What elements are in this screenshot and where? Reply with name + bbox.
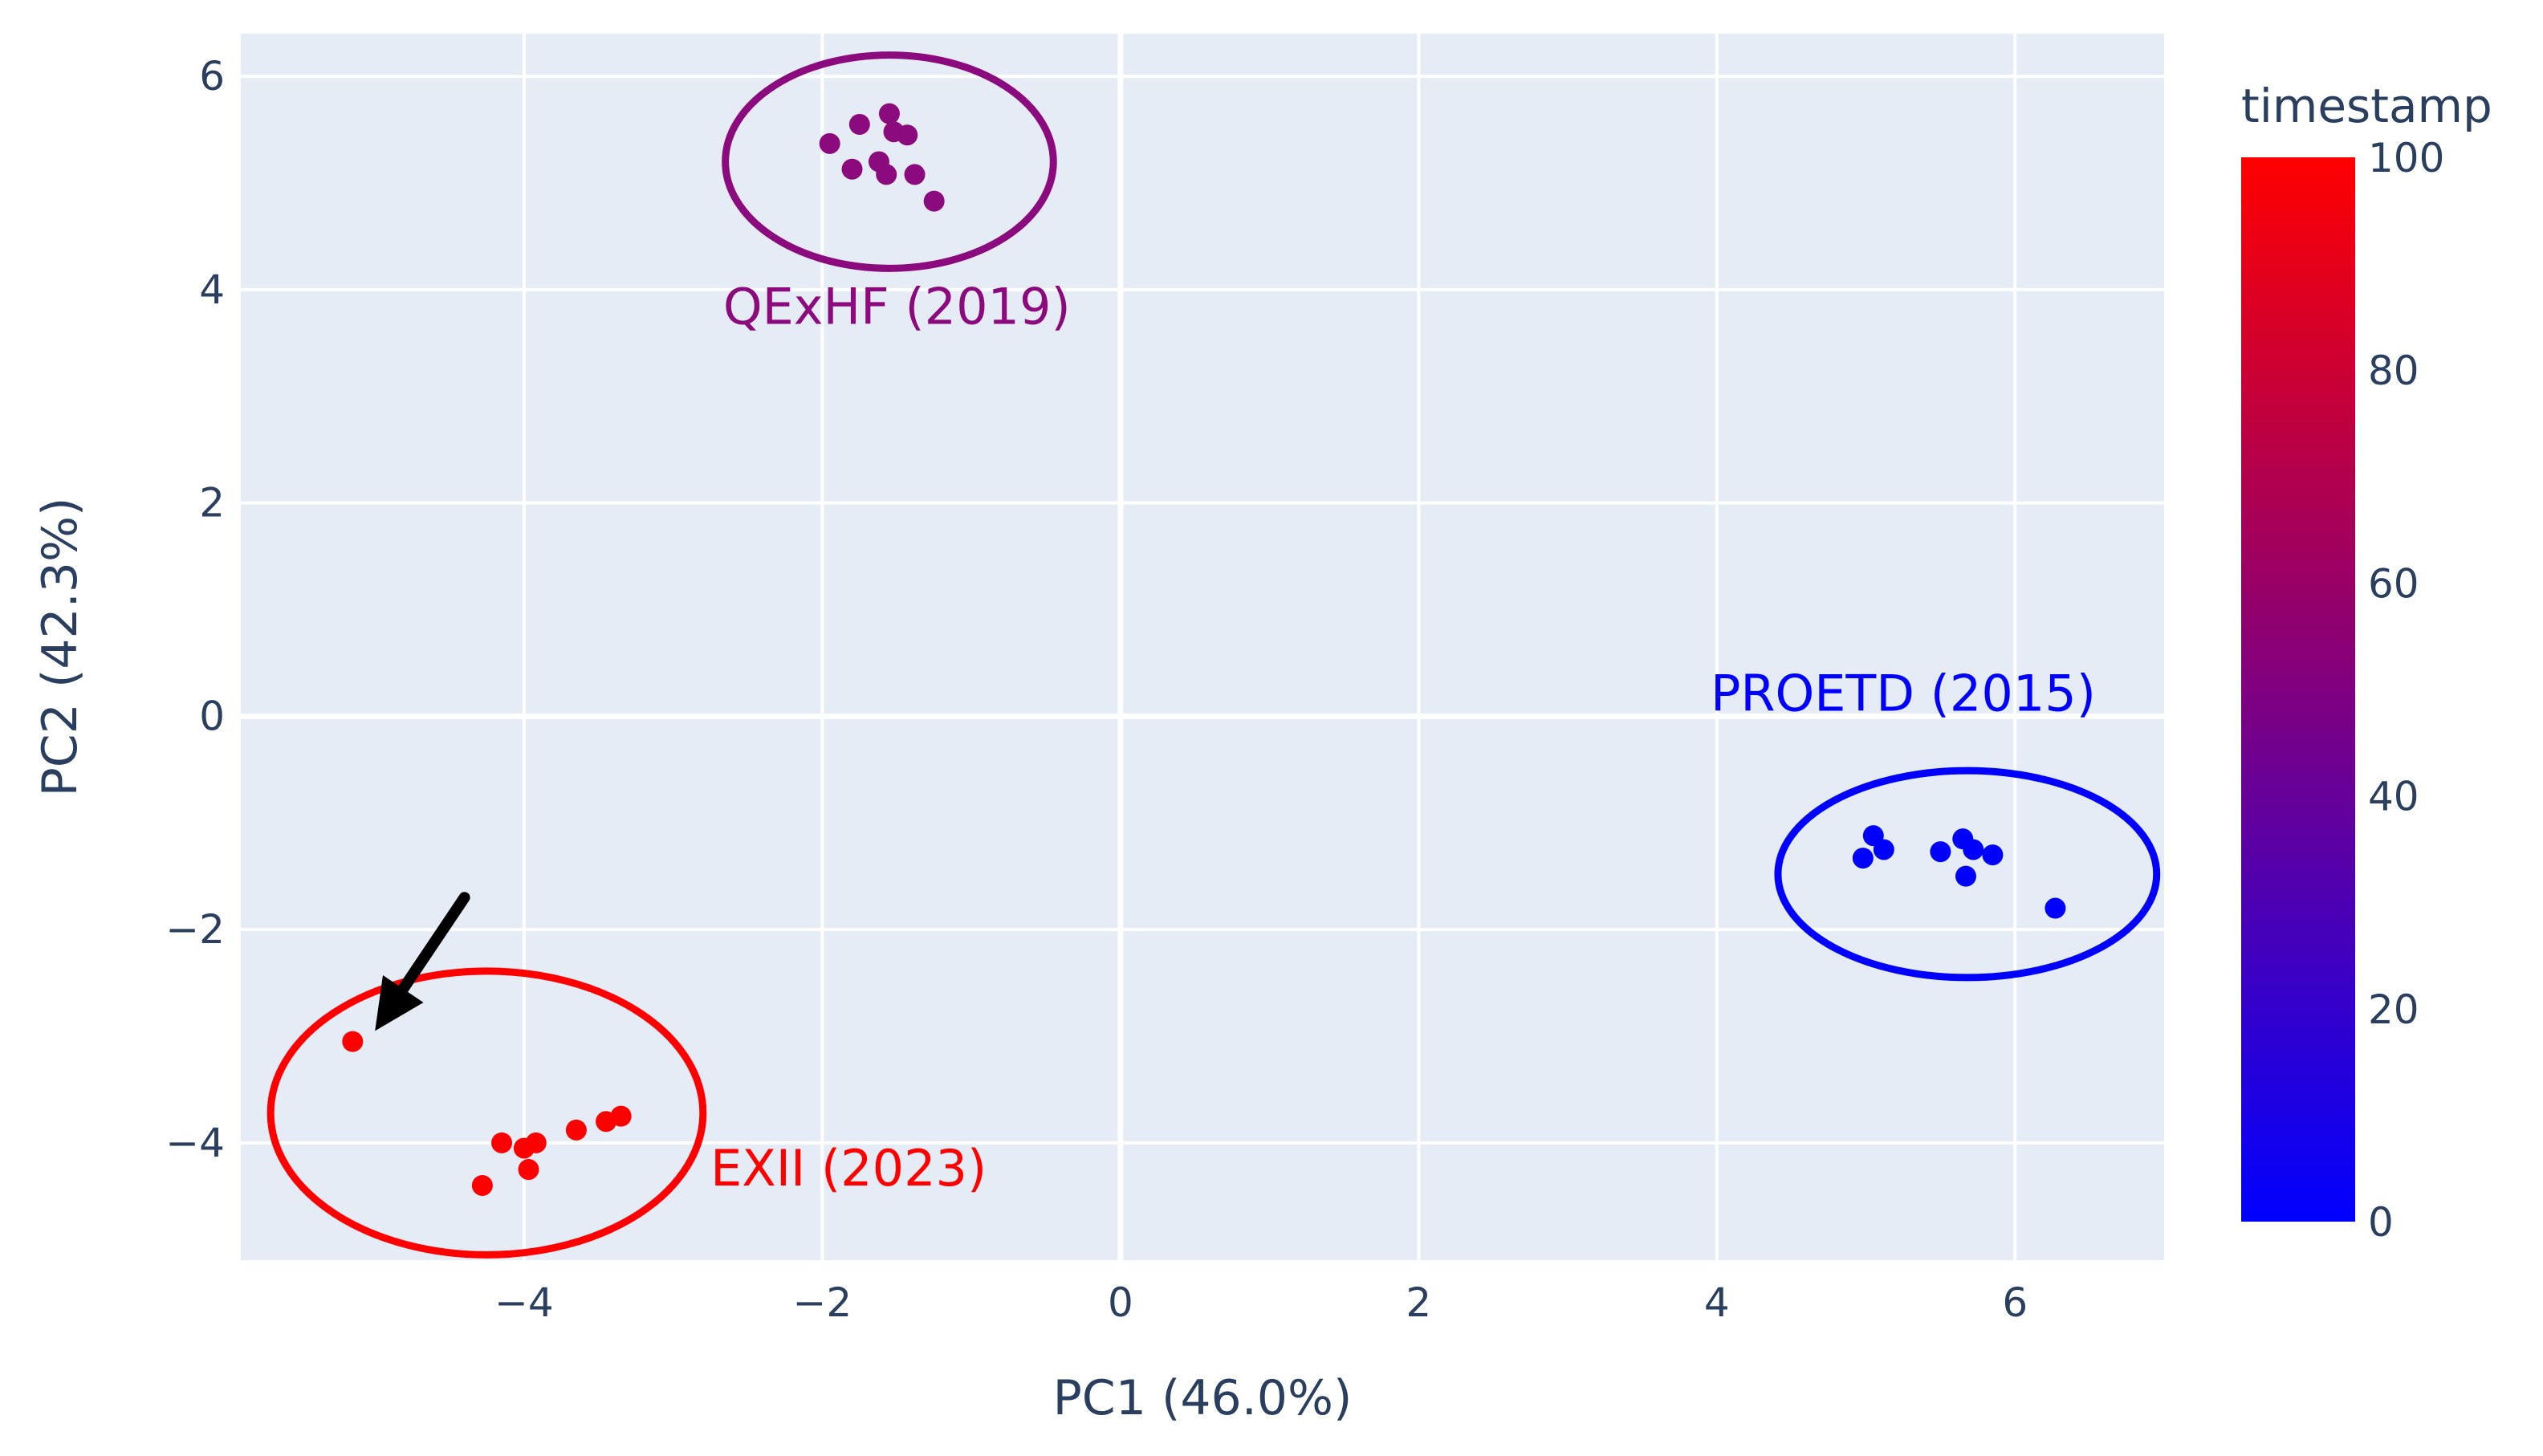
data-point bbox=[610, 1105, 632, 1127]
x-tick-label: 6 bbox=[2002, 1279, 2028, 1326]
x-axis-title: PC1 (46.0%) bbox=[1053, 1370, 1353, 1426]
y-tick-label: 0 bbox=[199, 693, 225, 739]
colorbar-title: timestamp bbox=[2241, 79, 2492, 133]
y-tick-label: 2 bbox=[199, 480, 225, 527]
data-point bbox=[848, 113, 870, 135]
x-tick-label: 0 bbox=[1108, 1279, 1133, 1326]
annotation-arrow-shaft bbox=[391, 892, 470, 1004]
annotation-arrow-head bbox=[375, 975, 424, 1031]
data-point bbox=[1852, 848, 1874, 869]
y-tick-label: 6 bbox=[199, 53, 225, 100]
data-point bbox=[518, 1159, 539, 1181]
gridlines bbox=[241, 34, 2164, 1260]
tick-labels: −4 −2 0 2 4 6 −4 −2 0 2 4 6 bbox=[165, 53, 2028, 1326]
data-point bbox=[1955, 865, 1976, 887]
data-point bbox=[1930, 841, 1951, 863]
data-point bbox=[1873, 839, 1894, 860]
cluster-ellipse bbox=[722, 51, 1057, 272]
plot-area bbox=[241, 34, 2164, 1260]
data-point bbox=[491, 1132, 513, 1153]
colorbar-tick-label: 0 bbox=[2368, 1199, 2394, 1246]
colorbar-tick-label: 40 bbox=[2368, 774, 2419, 820]
data-point bbox=[878, 103, 900, 124]
x-tick-label: 4 bbox=[1704, 1279, 1730, 1326]
y-axis-title: PC2 (42.3%) bbox=[32, 498, 88, 797]
y-tick-label: −4 bbox=[165, 1120, 225, 1166]
data-point bbox=[841, 158, 863, 180]
cluster-labels: QExHF (2019) PROETD (2015) EXII (2023) bbox=[710, 277, 2096, 1198]
colorbar-tick-label: 100 bbox=[2368, 135, 2444, 181]
data-point bbox=[897, 124, 918, 146]
data-point bbox=[565, 1119, 587, 1141]
colorbar bbox=[2241, 157, 2355, 1222]
cluster-label: PROETD (2015) bbox=[1711, 665, 2096, 723]
cluster-ellipse bbox=[1774, 767, 2161, 982]
colorbar-tick-label: 80 bbox=[2368, 348, 2419, 394]
annotation-arrows bbox=[375, 892, 470, 1031]
data-point bbox=[923, 190, 945, 212]
x-tick-label: −4 bbox=[494, 1279, 554, 1326]
cluster-ellipses bbox=[267, 51, 2161, 1259]
colorbar-tick-label: 60 bbox=[2368, 560, 2419, 607]
data-point bbox=[904, 164, 926, 185]
data-point bbox=[342, 1031, 364, 1052]
cluster-label: EXII (2023) bbox=[710, 1139, 987, 1198]
data-point bbox=[1963, 839, 1984, 860]
data-points bbox=[342, 103, 2066, 1196]
data-point bbox=[471, 1174, 493, 1196]
data-point bbox=[525, 1132, 547, 1153]
cluster-label: QExHF (2019) bbox=[723, 277, 1071, 336]
data-point bbox=[876, 164, 897, 185]
y-tick-label: −2 bbox=[165, 906, 225, 953]
data-point bbox=[2045, 897, 2066, 919]
y-tick-label: 4 bbox=[199, 266, 225, 313]
colorbar-ticks: 0 20 40 60 80 100 bbox=[2368, 135, 2444, 1246]
data-point bbox=[1982, 844, 2004, 866]
cluster-ellipse bbox=[267, 967, 707, 1259]
x-tick-label: 2 bbox=[1406, 1279, 1431, 1326]
x-tick-label: −2 bbox=[793, 1279, 852, 1326]
colorbar-tick-label: 20 bbox=[2368, 986, 2419, 1033]
data-point bbox=[819, 132, 840, 154]
